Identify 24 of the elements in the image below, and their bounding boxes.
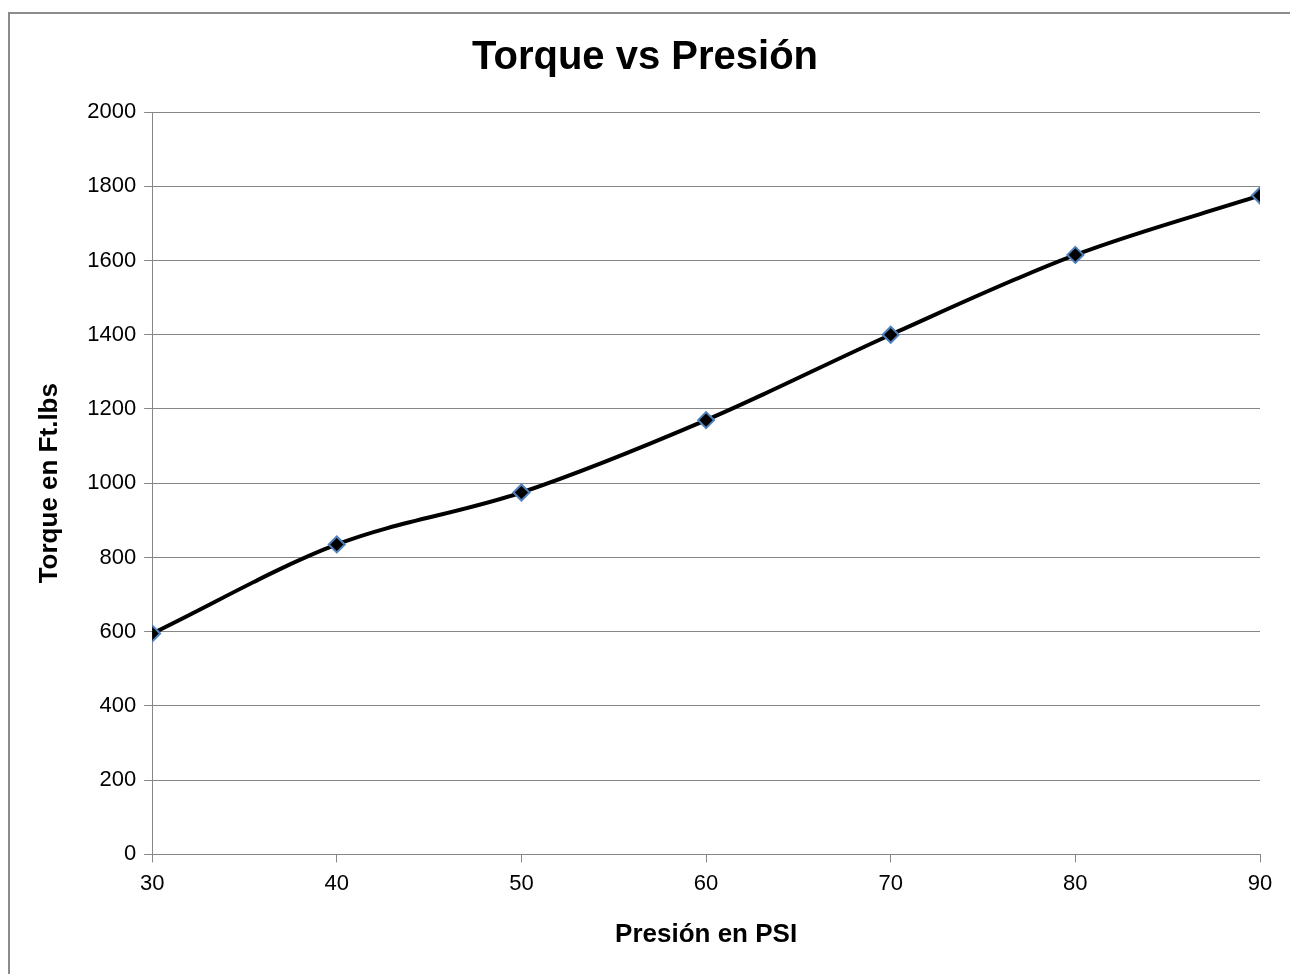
y-tick-label: 800 <box>99 543 137 569</box>
point <box>512 483 531 502</box>
x-tick-label: 30 <box>139 869 165 895</box>
chart-title: Torque vs Presión <box>471 33 819 78</box>
y-tick-label: 0 <box>123 840 137 866</box>
y-tick-label: 1600 <box>87 246 137 272</box>
y-tick-label: 1200 <box>87 395 137 421</box>
x-tick-label: 80 <box>1063 869 1088 895</box>
x-tick-label: 60 <box>693 869 719 895</box>
y-tick-label: 600 <box>99 617 137 643</box>
x-tick-label: 40 <box>324 869 350 895</box>
x-axis-title: Presión en PSI <box>615 917 798 948</box>
y-tick-label: 2000 <box>87 98 137 124</box>
point <box>881 325 900 344</box>
x-tick-label: 70 <box>878 869 903 895</box>
y-axis-title: Torque en Ft.lbs <box>32 383 63 584</box>
x-tick-label: 50 <box>509 869 534 895</box>
y-tick-label: 1000 <box>87 469 137 495</box>
point <box>697 411 716 430</box>
y-tick-label: 200 <box>99 766 137 792</box>
y-tick-label: 1800 <box>87 172 137 198</box>
x-tick-label: 90 <box>1247 869 1273 895</box>
y-tick-label: 400 <box>99 691 137 717</box>
y-tick-label: 1400 <box>87 320 137 346</box>
